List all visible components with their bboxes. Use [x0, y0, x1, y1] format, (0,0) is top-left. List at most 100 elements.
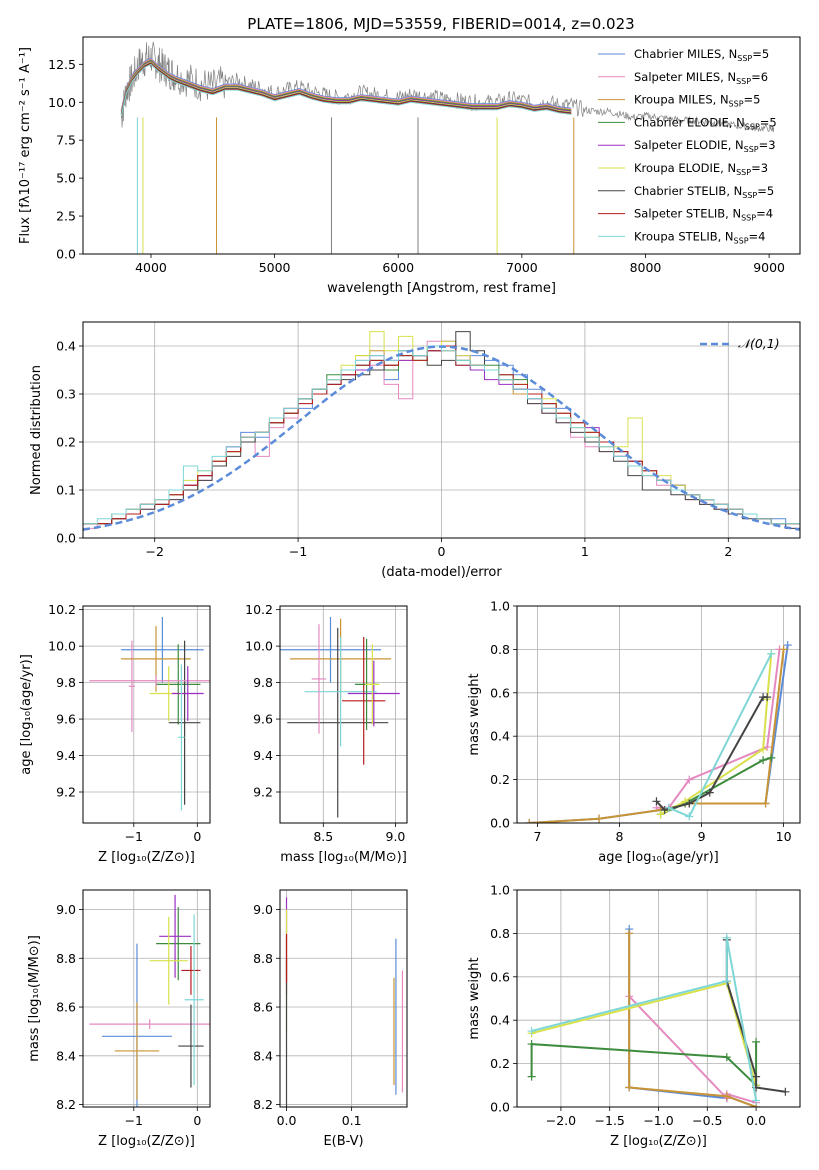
spectrum-ytick-label: 10.0 [48, 95, 76, 110]
mass-weight-marker [527, 1040, 536, 1049]
mass-weight-marker [763, 743, 772, 752]
z_weight-xtick-label: −1.0 [643, 1113, 673, 1128]
mass_age-ytick-label: 10.0 [245, 639, 273, 654]
z_mass-grid [83, 890, 210, 1107]
ebv_mass-ytick-label: 8.4 [253, 1048, 273, 1063]
residuals-grid [83, 322, 800, 539]
z_age-ytick-label: 9.4 [56, 748, 76, 763]
model-spectrum-line [120, 62, 572, 116]
mass_age-ytick-label: 9.8 [253, 675, 273, 690]
residuals-plot-area [83, 331, 800, 538]
z_mass-xlabel: Z [log₁₀(Z/Z⊙)] [98, 1134, 195, 1149]
spectrum-ytick-label: 12.5 [48, 57, 76, 72]
mass-weight-marker [752, 1072, 761, 1081]
mass-weight-line [660, 653, 773, 816]
residuals-xtick-label: 1 [581, 544, 589, 559]
z_age-ytick-label: 10.0 [48, 639, 76, 654]
mass-weight-marker [752, 1096, 761, 1105]
ebv_mass-plot-area [285, 897, 404, 1107]
mass_age-ytick-label: 9.6 [253, 712, 273, 727]
mass_age-grid [280, 606, 407, 823]
z_weight-frame [516, 889, 801, 1108]
age_weight-ytick-label: 1.0 [490, 599, 510, 614]
ebv_mass-grid [280, 890, 407, 1107]
normal-distribution-curve [83, 345, 800, 531]
residuals-ylabel: Normed distribution [29, 365, 44, 495]
z_weight-ytick-label: 0.8 [490, 926, 510, 941]
spectrum-frame [82, 36, 801, 255]
mass-weight-marker [781, 1087, 790, 1096]
z_age-xtick-label: −1 [125, 829, 143, 844]
z-mass-panel: −1 0 8.2 8.4 8.6 8.8 9.0 Z [log₁₀(Z/Z⊙)] mass [l… [27, 889, 211, 1149]
spectrum-ylabel: Flux [fλ10⁻¹⁷ erg cm⁻² s⁻¹ A⁻¹] [18, 47, 33, 244]
residual-histogram-step [83, 331, 800, 538]
age-weight-panel: 7 8 9 10 0.0 0.2 0.4 0.6 0.8 1.0 age [log₁₀(age/yr… [467, 599, 801, 865]
z_weight-plot-area [527, 925, 790, 1107]
spectrum-xtick-label: 8000 [630, 260, 662, 275]
legend-label: Salpeter MILES, NSSP=6 [634, 70, 768, 86]
legend-label: Chabrier ELODIE, NSSP=5 [634, 115, 777, 131]
spectrum-xtick-label: 7000 [506, 260, 538, 275]
age_weight-grid [517, 605, 800, 824]
z_weight-ylabel: mass weight [467, 957, 482, 1039]
z_mass-plot-area [89, 894, 210, 1107]
z_weight-ytick-label: 0.0 [490, 1100, 510, 1115]
mass-weight-marker [527, 1072, 536, 1081]
mass-weight-line [628, 933, 757, 1107]
mass-age-panel: 8.5 9.0 9.2 9.4 9.6 9.8 10.0 10.2 mass [log₁₀(M/… [245, 602, 408, 865]
mass_age-plot-area [280, 616, 400, 818]
mass-weight-marker [685, 799, 694, 808]
model-spectrum-line [120, 60, 572, 114]
residuals-xtick-label: −1 [289, 544, 307, 559]
residuals-xtick-label: −2 [145, 544, 163, 559]
z_age-ytick-label: 9.2 [56, 785, 76, 800]
mass-weight-marker [752, 1037, 761, 1046]
spectrum-xtick-label: 5000 [259, 260, 291, 275]
z_mass-ytick-label: 8.8 [56, 951, 76, 966]
z_weight-ytick-label: 0.4 [490, 1013, 510, 1028]
residuals-xtick-label: 0 [438, 544, 446, 559]
spectrum-xlabel: wavelength [Angstrom, rest frame] [327, 281, 556, 296]
residuals-ytick-label: 0.3 [56, 387, 76, 402]
residuals-ytick-label: 0.0 [56, 531, 76, 546]
age_weight-ytick-label: 0.2 [490, 772, 510, 787]
mass-weight-marker [722, 977, 731, 986]
mass-weight-marker [664, 803, 673, 812]
age_weight-xtick-label: 8 [616, 829, 624, 844]
spectrum-xtick-label: 9000 [753, 260, 785, 275]
z_weight-ytick-label: 0.2 [490, 1056, 510, 1071]
mass-weight-marker [685, 812, 694, 821]
ebv_mass-frame [279, 889, 408, 1108]
z_age-ylabel: age [log₁₀(age/yr)] [19, 654, 34, 775]
age_weight-xlabel: age [log₁₀(age/yr)] [598, 850, 719, 865]
residuals-xlabel: (data-model)/error [381, 565, 502, 580]
spectrum-ytick-label: 5.0 [56, 171, 76, 186]
z_weight-xtick-label: −2.0 [546, 1113, 576, 1128]
mass_age-xtick-label: 9.0 [386, 829, 406, 844]
mass_age-xlabel: mass [log₁₀(M/M⊙)] [280, 850, 407, 865]
age_weight-frame [516, 605, 801, 824]
age_weight-xtick-label: 7 [534, 829, 542, 844]
age_weight-ylabel: mass weight [467, 673, 482, 755]
z_age-ytick-label: 9.8 [56, 675, 76, 690]
mass-weight-marker [759, 756, 768, 765]
spectrum-plot-area [120, 41, 775, 254]
ebv_mass-xtick-label: 0.0 [277, 1113, 297, 1128]
mass_age-ytick-label: 10.2 [245, 602, 273, 617]
legend-label: Kroupa ELODIE, NSSP=3 [634, 161, 768, 177]
mass-weight-marker [652, 797, 661, 806]
model-spectrum-line [120, 58, 572, 111]
figure-title: PLATE=1806, MJD=53559, FIBERID=0014, z=0… [247, 15, 634, 33]
spectrum-ytick-label: 7.5 [56, 133, 76, 148]
ebv_mass-ytick-label: 9.0 [253, 902, 273, 917]
z_weight-ytick-label: 0.6 [490, 969, 510, 984]
z_mass-ytick-label: 8.6 [56, 1000, 76, 1015]
legend-label: Chabrier STELIB, NSSP=5 [634, 184, 774, 200]
z_age-plot-area [89, 616, 210, 811]
model-spectrum-line [120, 63, 572, 117]
model-spectrum-line [120, 59, 572, 112]
spectrum-ytick-label: 2.5 [56, 209, 76, 224]
z_age-xlabel: Z [log₁₀(Z/Z⊙)] [98, 850, 195, 865]
z_age-grid [83, 606, 210, 823]
mass-weight-line [531, 937, 758, 1101]
